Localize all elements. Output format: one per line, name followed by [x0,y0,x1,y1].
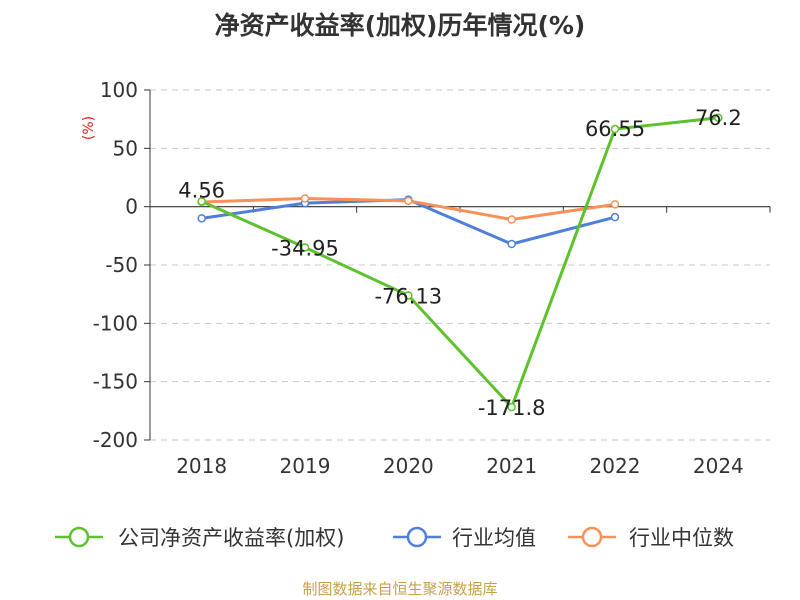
data-point [610,212,620,222]
grid-lines [150,89,770,441]
y-axis-label: (%) [81,116,97,140]
data-label: 66.55 [585,117,645,141]
y-tick-label: -50 [105,253,138,277]
data-point [197,197,206,206]
legend-marker [581,526,603,548]
y-tick-label: 50 [113,136,138,160]
legend-marker [406,526,428,548]
chart-title: 净资产收益率(加权)历年情况(%) [214,11,586,40]
legend: 公司净资产收益率(加权) 行业均值 行业中位数 [55,526,734,550]
data-label: -171.8 [478,396,546,420]
data-labels: 4.56 -34.95 -76.13 -171.8 66.55 76.2 [178,106,741,420]
data-label: 76.2 [695,106,742,130]
x-tick-label: 2018 [176,454,227,478]
source-note: 制图数据来自恒生聚源数据库 [302,580,498,598]
data-point [197,214,206,223]
x-tick-label: 2022 [590,454,641,478]
legend-label: 行业中位数 [629,526,734,550]
axes: 100 50 0 -50 -100 -150 -200 2018 2019 2020 2021 202… [93,78,771,478]
legend-label: 行业均值 [452,526,536,550]
x-tick-label: 2019 [280,454,331,478]
y-tick-label: -150 [93,370,138,394]
legend-marker [68,526,90,548]
data-point [714,113,723,123]
data-point [300,194,310,203]
y-tick-label: 100 [100,78,138,102]
data-label: 4.56 [178,178,225,202]
data-point [507,402,516,412]
data-point [404,291,413,300]
x-tick-label: 2021 [486,454,537,478]
series-lines [197,113,723,412]
data-point [300,243,310,252]
data-point [507,215,516,224]
x-tick-label: 2020 [383,454,434,478]
data-point [610,124,620,134]
data-label: -34.95 [271,236,339,260]
data-point [610,200,620,209]
y-tick-label: -200 [93,428,138,452]
data-label: -76.13 [374,284,442,308]
data-point [507,239,516,249]
legend-label: 公司净资产收益率(加权) [118,526,344,550]
data-point [404,196,413,206]
series-line-0 [201,116,719,409]
x-tick-label: 2024 [693,454,744,478]
y-tick-label: 0 [125,195,138,219]
y-tick-label: -100 [93,311,138,335]
